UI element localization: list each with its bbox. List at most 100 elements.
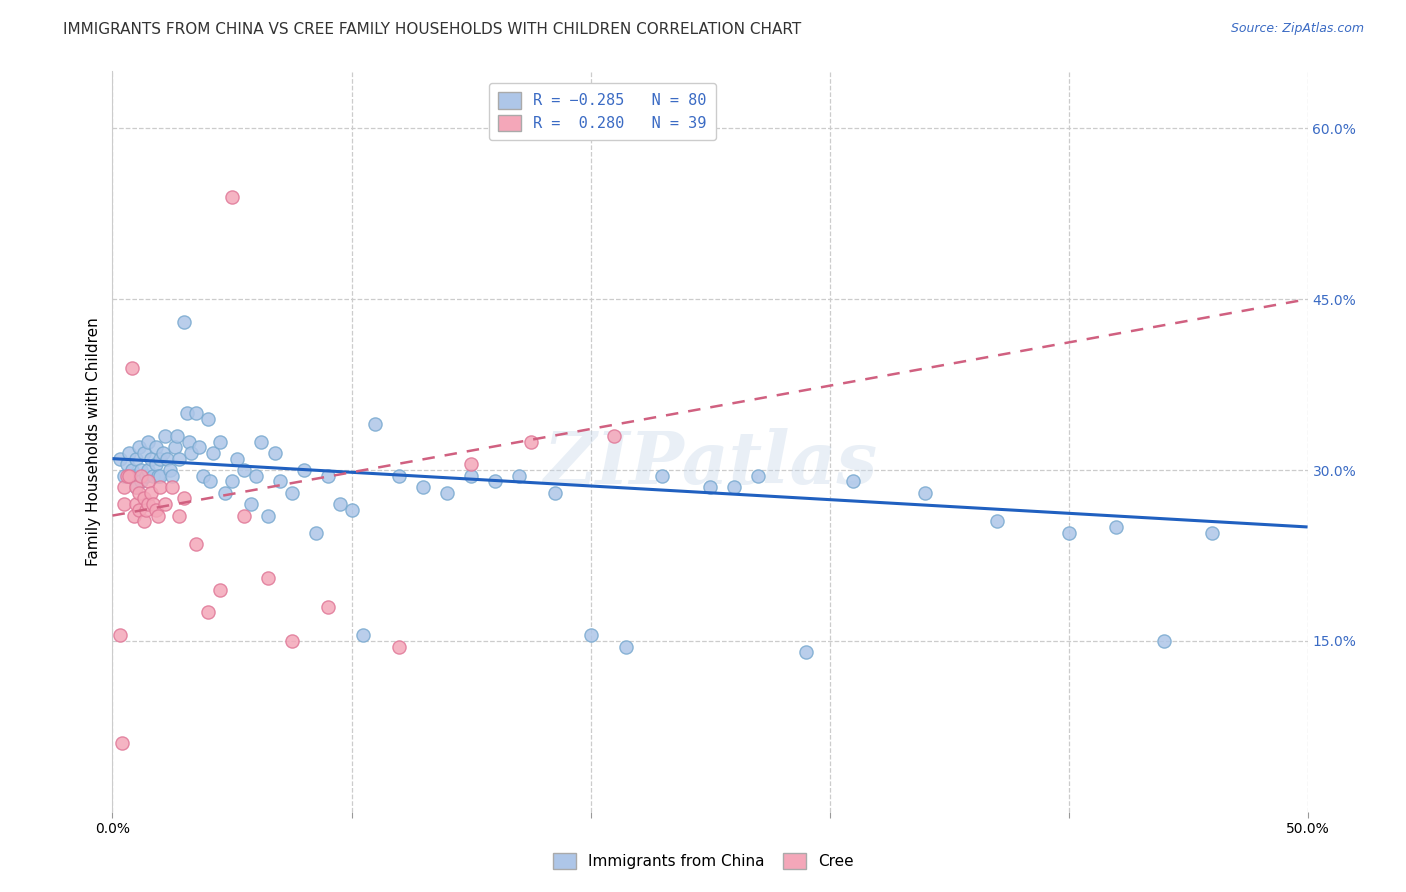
Point xyxy=(149,480,172,494)
Point xyxy=(139,451,162,466)
Y-axis label: Family Households with Children: Family Households with Children xyxy=(86,318,101,566)
Point xyxy=(1153,633,1175,648)
Point xyxy=(508,468,530,483)
Point xyxy=(132,446,155,460)
Point xyxy=(281,633,304,648)
Point xyxy=(162,468,183,483)
Point xyxy=(128,485,150,500)
Point xyxy=(122,508,145,523)
Point xyxy=(436,485,458,500)
Point xyxy=(520,434,543,449)
Point xyxy=(221,189,243,203)
Point xyxy=(543,485,565,500)
Point xyxy=(240,497,263,511)
Legend: Immigrants from China, Cree: Immigrants from China, Cree xyxy=(547,847,859,875)
Point xyxy=(603,429,626,443)
Point xyxy=(460,468,482,483)
Point xyxy=(579,628,602,642)
Point xyxy=(135,468,157,483)
Point xyxy=(114,468,135,483)
Point xyxy=(914,485,936,500)
Point xyxy=(132,491,155,506)
Point xyxy=(269,475,291,489)
Point xyxy=(233,508,256,523)
Point xyxy=(149,468,172,483)
Point xyxy=(145,440,167,454)
Point xyxy=(173,491,195,506)
Point xyxy=(115,458,138,472)
Point xyxy=(129,468,152,483)
Point xyxy=(173,315,195,329)
Point xyxy=(108,628,131,642)
Point xyxy=(651,468,673,483)
Point xyxy=(122,468,145,483)
Point xyxy=(364,417,387,432)
Point xyxy=(128,503,150,517)
Point xyxy=(193,468,215,483)
Point xyxy=(1201,525,1223,540)
Point xyxy=(163,440,186,454)
Point xyxy=(180,446,202,460)
Point xyxy=(249,434,271,449)
Point xyxy=(221,475,243,489)
Point xyxy=(305,525,328,540)
Point xyxy=(257,571,280,585)
Point xyxy=(125,480,148,494)
Point xyxy=(169,451,191,466)
Point xyxy=(149,451,172,466)
Point xyxy=(1057,525,1080,540)
Point xyxy=(352,628,374,642)
Point xyxy=(153,429,176,443)
Point xyxy=(169,508,191,523)
Point xyxy=(138,475,160,489)
Point xyxy=(197,411,219,425)
Point xyxy=(138,497,160,511)
Point xyxy=(153,497,176,511)
Point xyxy=(292,463,315,477)
Point xyxy=(114,480,135,494)
Point xyxy=(484,475,506,489)
Point xyxy=(340,503,363,517)
Point xyxy=(842,475,865,489)
Point xyxy=(329,497,352,511)
Point xyxy=(159,463,181,477)
Point xyxy=(121,463,143,477)
Point xyxy=(186,406,208,420)
Point xyxy=(125,480,148,494)
Point xyxy=(225,451,247,466)
Point xyxy=(108,451,131,466)
Point xyxy=(201,446,224,460)
Point xyxy=(723,480,745,494)
Point xyxy=(142,497,165,511)
Point xyxy=(214,485,236,500)
Point xyxy=(129,475,152,489)
Point xyxy=(156,451,179,466)
Point xyxy=(145,458,167,472)
Point xyxy=(146,468,169,483)
Point xyxy=(460,458,482,472)
Point xyxy=(747,468,769,483)
Point xyxy=(166,429,188,443)
Point xyxy=(388,640,411,654)
Point xyxy=(162,480,183,494)
Point xyxy=(125,451,148,466)
Point xyxy=(200,475,222,489)
Point xyxy=(197,606,219,620)
Text: Source: ZipAtlas.com: Source: ZipAtlas.com xyxy=(1230,22,1364,36)
Point xyxy=(138,434,160,449)
Point xyxy=(129,463,152,477)
Point xyxy=(233,463,256,477)
Text: IMMIGRANTS FROM CHINA VS CREE FAMILY HOUSEHOLDS WITH CHILDREN CORRELATION CHART: IMMIGRANTS FROM CHINA VS CREE FAMILY HOU… xyxy=(63,22,801,37)
Legend: R = −0.285   N = 80, R =  0.280   N = 39: R = −0.285 N = 80, R = 0.280 N = 39 xyxy=(489,83,716,140)
Point xyxy=(114,497,135,511)
Point xyxy=(145,503,167,517)
Point xyxy=(794,645,817,659)
Point xyxy=(316,599,339,614)
Point xyxy=(412,480,434,494)
Point xyxy=(699,480,721,494)
Point xyxy=(176,406,198,420)
Point xyxy=(187,440,209,454)
Point xyxy=(142,468,165,483)
Point xyxy=(209,582,232,597)
Text: ZIPatlas: ZIPatlas xyxy=(543,428,877,500)
